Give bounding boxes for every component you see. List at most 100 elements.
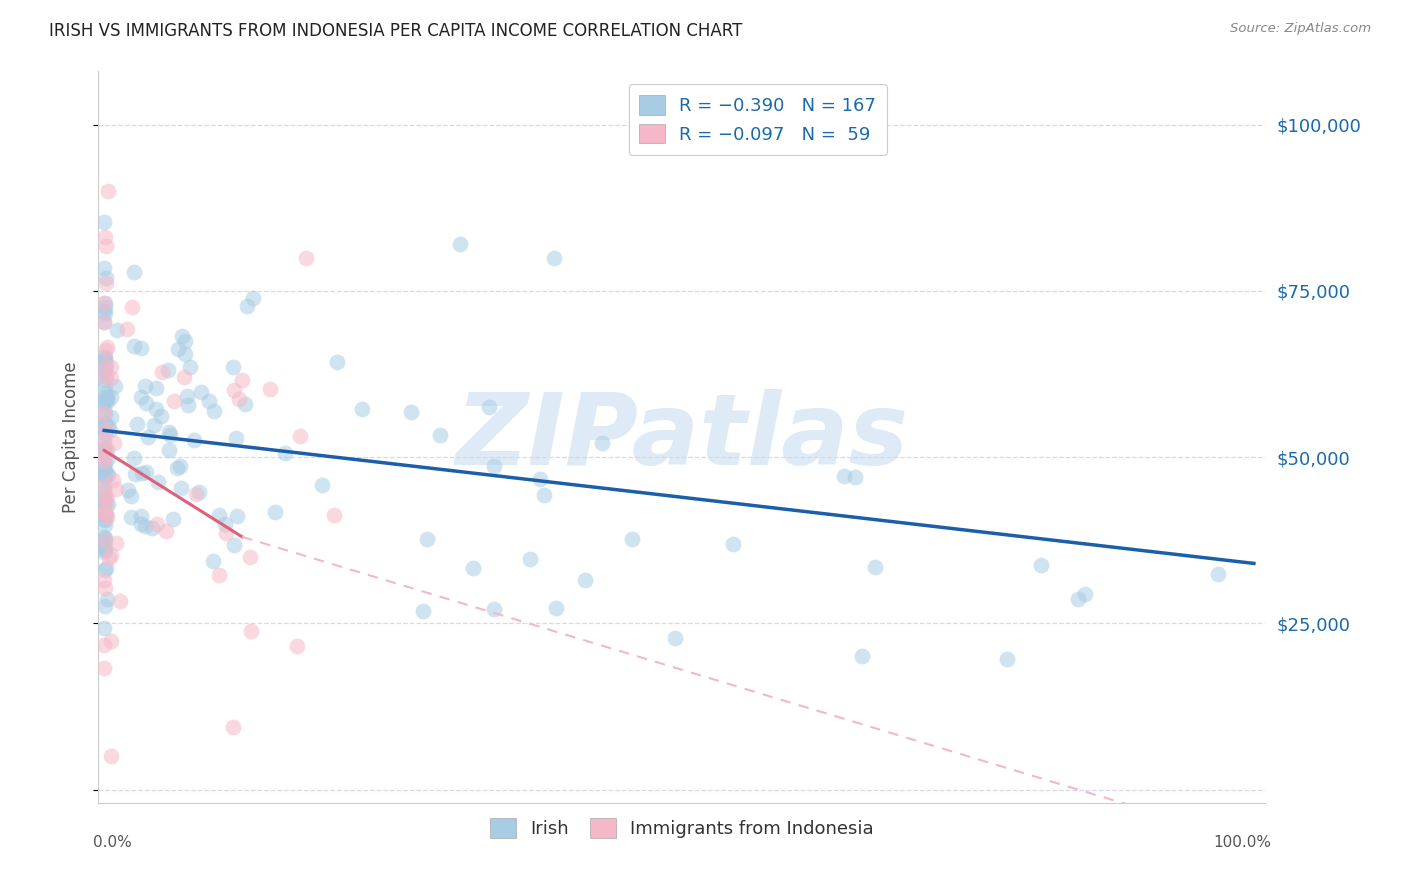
Point	[188, 484, 211, 499]
Point	[239, 549, 262, 564]
Point	[93, 350, 115, 364]
Point	[94, 417, 117, 432]
Point	[311, 478, 333, 492]
Point	[100, 390, 122, 404]
Point	[93, 638, 115, 652]
Point	[122, 265, 145, 279]
Text: IRISH VS IMMIGRANTS FROM INDONESIA PER CAPITA INCOME CORRELATION CHART: IRISH VS IMMIGRANTS FROM INDONESIA PER C…	[49, 22, 742, 40]
Point	[94, 351, 117, 366]
Point	[93, 296, 115, 310]
Point	[155, 524, 177, 538]
Text: 0.0%: 0.0%	[93, 835, 131, 850]
Point	[93, 562, 115, 576]
Point	[94, 491, 117, 505]
Point	[93, 500, 115, 514]
Point	[93, 621, 115, 635]
Point	[97, 467, 120, 482]
Point	[294, 251, 316, 265]
Point	[94, 360, 117, 375]
Point	[94, 469, 117, 483]
Point	[214, 516, 236, 531]
Point	[94, 369, 117, 384]
Point	[100, 410, 122, 425]
Point	[121, 301, 143, 315]
Point	[93, 573, 115, 587]
Point	[149, 409, 172, 424]
Point	[239, 624, 262, 638]
Point	[546, 600, 568, 615]
Point	[93, 464, 115, 478]
Point	[96, 489, 118, 503]
Point	[135, 465, 157, 479]
Point	[93, 517, 115, 532]
Point	[186, 487, 208, 501]
Point	[117, 322, 139, 336]
Point	[145, 381, 167, 395]
Point	[93, 296, 115, 310]
Point	[94, 390, 117, 404]
Point	[1031, 558, 1053, 572]
Point	[110, 594, 132, 608]
Point	[96, 392, 118, 406]
Point	[173, 370, 195, 384]
Point	[94, 306, 117, 320]
Point	[177, 398, 200, 412]
Point	[224, 383, 246, 397]
Point	[94, 377, 117, 392]
Point	[100, 548, 122, 562]
Point	[97, 184, 120, 198]
Point	[93, 373, 115, 387]
Point	[124, 467, 146, 482]
Point	[231, 373, 253, 387]
Point	[93, 484, 115, 499]
Point	[94, 508, 117, 522]
Point	[664, 632, 686, 646]
Point	[228, 392, 250, 406]
Point	[96, 591, 118, 606]
Point	[323, 508, 346, 523]
Point	[429, 427, 451, 442]
Point	[93, 582, 115, 596]
Point	[242, 291, 264, 305]
Point	[1067, 591, 1090, 606]
Point	[285, 639, 308, 653]
Point	[150, 365, 173, 379]
Point	[156, 363, 179, 377]
Point	[202, 554, 225, 568]
Point	[93, 393, 115, 408]
Point	[93, 215, 115, 229]
Point	[174, 334, 197, 348]
Point	[93, 432, 115, 446]
Point	[94, 239, 117, 253]
Point	[1074, 587, 1097, 601]
Point	[198, 394, 221, 409]
Point	[96, 394, 118, 409]
Point	[93, 491, 115, 506]
Text: ZIPatlas: ZIPatlas	[456, 389, 908, 485]
Point	[1206, 567, 1229, 582]
Point	[129, 341, 152, 355]
Point	[93, 417, 115, 432]
Point	[157, 443, 180, 458]
Point	[222, 359, 245, 374]
Point	[93, 260, 115, 275]
Point	[93, 448, 115, 462]
Point	[146, 516, 169, 531]
Point	[274, 446, 297, 460]
Point	[94, 300, 117, 314]
Point	[93, 304, 115, 318]
Point	[94, 421, 117, 435]
Point	[93, 364, 115, 378]
Point	[482, 602, 505, 616]
Point	[120, 489, 142, 503]
Point	[93, 540, 115, 554]
Point	[93, 467, 115, 482]
Point	[190, 385, 212, 400]
Point	[236, 299, 259, 313]
Point	[93, 419, 115, 434]
Point	[93, 495, 115, 509]
Point	[93, 661, 115, 675]
Point	[173, 347, 195, 361]
Point	[131, 466, 153, 480]
Point	[105, 536, 128, 550]
